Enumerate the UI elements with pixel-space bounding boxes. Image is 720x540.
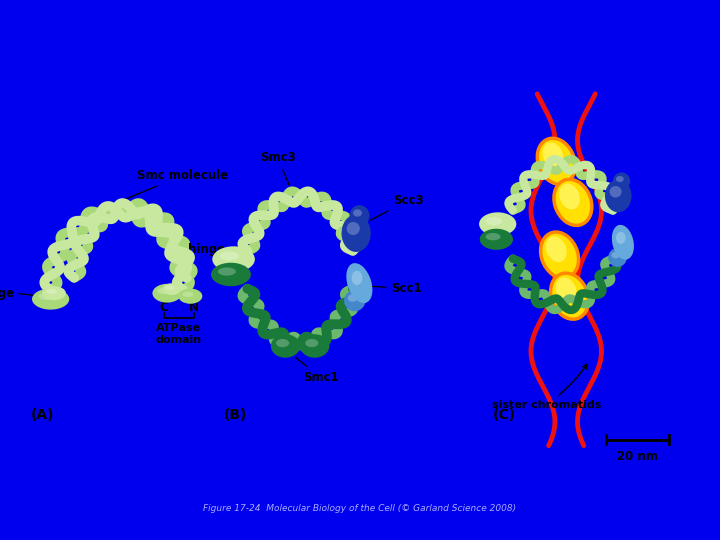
Ellipse shape: [551, 273, 588, 319]
Ellipse shape: [537, 138, 575, 184]
Text: sister chromatids: sister chromatids: [492, 364, 601, 409]
Text: Scc1: Scc1: [369, 282, 422, 295]
Ellipse shape: [341, 228, 350, 234]
Ellipse shape: [485, 217, 503, 225]
Ellipse shape: [613, 172, 630, 190]
Ellipse shape: [276, 339, 289, 347]
Ellipse shape: [485, 233, 500, 240]
Text: 20 nm: 20 nm: [617, 450, 658, 463]
Ellipse shape: [341, 214, 371, 252]
Ellipse shape: [543, 143, 563, 168]
Ellipse shape: [183, 292, 194, 297]
Ellipse shape: [166, 286, 174, 289]
Ellipse shape: [271, 334, 300, 357]
Ellipse shape: [32, 288, 69, 309]
Ellipse shape: [605, 179, 631, 212]
Ellipse shape: [46, 289, 57, 294]
Ellipse shape: [616, 232, 626, 244]
Ellipse shape: [616, 176, 624, 182]
Text: (A): (A): [31, 408, 54, 422]
Ellipse shape: [612, 225, 634, 260]
Text: (C): (C): [493, 408, 516, 422]
Ellipse shape: [218, 267, 236, 275]
Ellipse shape: [351, 271, 362, 285]
Ellipse shape: [349, 205, 369, 226]
Ellipse shape: [300, 334, 329, 357]
Text: Figure 17-24  Molecular Biology of the Cell (© Garland Science 2008): Figure 17-24 Molecular Biology of the Ce…: [204, 504, 516, 513]
Text: Smc1: Smc1: [296, 357, 339, 384]
Ellipse shape: [556, 278, 577, 303]
Ellipse shape: [42, 286, 66, 300]
Ellipse shape: [220, 252, 239, 260]
Text: ATPase
domain: ATPase domain: [156, 323, 202, 345]
Ellipse shape: [344, 290, 365, 311]
Ellipse shape: [346, 222, 360, 235]
Ellipse shape: [179, 288, 202, 304]
Ellipse shape: [348, 294, 357, 302]
Text: (B): (B): [224, 408, 247, 422]
Text: hinge: hinge: [189, 243, 225, 256]
Ellipse shape: [337, 225, 358, 241]
Ellipse shape: [479, 212, 516, 236]
Ellipse shape: [353, 210, 362, 217]
Ellipse shape: [39, 293, 55, 300]
Ellipse shape: [480, 229, 513, 250]
Text: Scc3: Scc3: [371, 194, 423, 220]
Ellipse shape: [212, 246, 255, 272]
Ellipse shape: [541, 232, 579, 278]
Text: C: C: [159, 301, 168, 314]
Ellipse shape: [559, 184, 580, 210]
Text: Smc3: Smc3: [260, 151, 296, 185]
Ellipse shape: [158, 288, 171, 294]
Ellipse shape: [305, 339, 318, 347]
Text: hinge: hinge: [0, 287, 14, 300]
Ellipse shape: [608, 248, 627, 267]
Ellipse shape: [346, 263, 372, 303]
Ellipse shape: [211, 263, 251, 286]
Text: N: N: [189, 301, 199, 314]
Ellipse shape: [611, 252, 620, 259]
Text: Smc molecule: Smc molecule: [113, 169, 228, 204]
Ellipse shape: [153, 284, 181, 302]
Ellipse shape: [610, 186, 621, 198]
Ellipse shape: [546, 237, 567, 262]
Ellipse shape: [163, 284, 181, 295]
Ellipse shape: [554, 179, 592, 225]
